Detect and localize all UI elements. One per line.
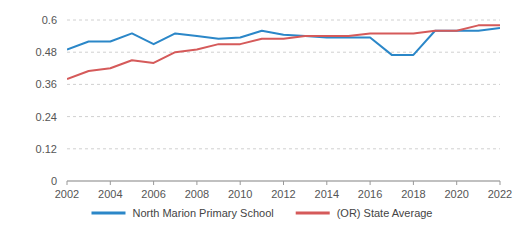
x-tick bbox=[196, 181, 197, 185]
series-line bbox=[67, 25, 500, 79]
x-tick-label: 2018 bbox=[401, 188, 425, 200]
y-tick-label: 0.48 bbox=[36, 46, 57, 58]
y-tick-label: 0.24 bbox=[36, 111, 57, 123]
x-tick-label: 2006 bbox=[141, 188, 165, 200]
x-tick bbox=[413, 181, 414, 185]
grid-line bbox=[67, 148, 500, 149]
x-tick-label: 2002 bbox=[55, 188, 79, 200]
legend-label: North Marion Primary School bbox=[132, 207, 273, 219]
x-tick-label: 2020 bbox=[444, 188, 468, 200]
x-tick-label: 2014 bbox=[315, 188, 339, 200]
x-tick bbox=[153, 181, 154, 185]
grid-line bbox=[67, 20, 500, 21]
y-tick-label: 0.6 bbox=[42, 14, 57, 26]
x-tick bbox=[240, 181, 241, 185]
grid-line bbox=[67, 84, 500, 85]
x-tick-label: 2008 bbox=[185, 188, 209, 200]
grid-line bbox=[67, 116, 500, 117]
y-tick-label: 0.36 bbox=[36, 78, 57, 90]
x-tick bbox=[283, 181, 284, 185]
legend-label: (OR) State Average bbox=[337, 207, 433, 219]
x-tick bbox=[67, 181, 68, 185]
x-tick-label: 2022 bbox=[488, 188, 512, 200]
x-tick bbox=[500, 181, 501, 185]
x-tick-label: 2004 bbox=[98, 188, 122, 200]
series-line bbox=[67, 28, 500, 55]
x-tick-label: 2016 bbox=[358, 188, 382, 200]
x-tick bbox=[370, 181, 371, 185]
chart: 0 0.12 0.24 0.36 0.48 0.6 2002 2004 2006 2008 2010… bbox=[0, 0, 524, 230]
x-tick bbox=[110, 181, 111, 185]
y-tick-label: 0.12 bbox=[36, 143, 57, 155]
legend-swatch bbox=[296, 212, 330, 215]
y-tick-label: 0 bbox=[51, 175, 57, 187]
x-tick bbox=[326, 181, 327, 185]
legend: North Marion Primary School (OR) State Av… bbox=[91, 207, 432, 219]
grid-line bbox=[67, 52, 500, 53]
plot-area bbox=[67, 25, 500, 79]
x-tick bbox=[456, 181, 457, 185]
legend-swatch bbox=[91, 212, 125, 215]
x-tick-label: 2012 bbox=[271, 188, 295, 200]
x-tick-label: 2010 bbox=[228, 188, 252, 200]
